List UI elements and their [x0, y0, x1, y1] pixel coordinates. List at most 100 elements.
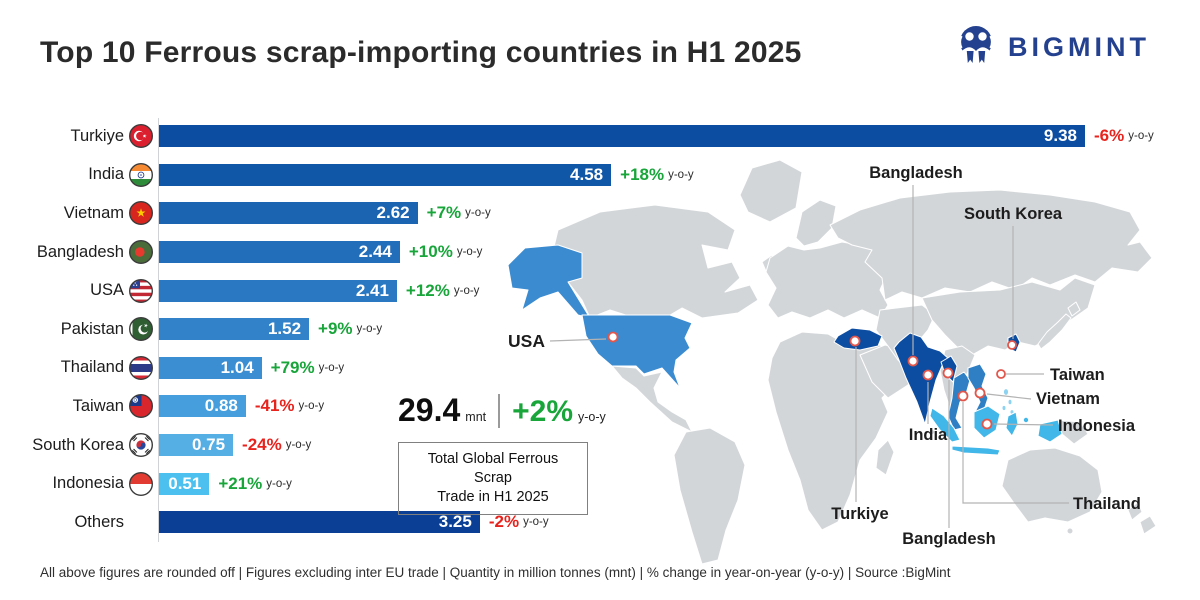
marker-bangladesh	[942, 367, 954, 379]
total-stats: 29.4 mnt +2% y-o-y Total Global Ferrous …	[398, 392, 606, 515]
bar-usa: 2.41	[159, 279, 397, 302]
flag-turkiye-icon	[129, 124, 153, 149]
yoy-suffix: y-o-y	[668, 168, 694, 181]
bar-value: 0.75	[191, 435, 226, 455]
bar-value: 2.62	[376, 203, 410, 223]
country-label: Vietnam	[63, 203, 124, 222]
marker-thailand	[957, 390, 969, 402]
flag-usa-icon	[129, 278, 153, 303]
map-leader-lines	[549, 185, 1069, 528]
map-label-south-korea: South Korea	[964, 205, 1063, 223]
bar-row-usa: USA 2.41 +12% y-o-y	[28, 271, 1188, 310]
bar-row-indonesia: Indonesia 0.51 +21% y-o-y	[28, 464, 1188, 503]
map-label-india: India	[909, 426, 948, 444]
country-label: Others	[74, 512, 124, 531]
bar-value: 1.52	[267, 319, 302, 339]
map-label-bangladesh-bottom: Bangladesh	[902, 530, 996, 548]
lead-indonesia	[993, 423, 1054, 426]
map-label-bangladesh-top: Bangladesh	[869, 164, 963, 182]
lead-thailand	[962, 402, 1069, 504]
lead-usa	[549, 338, 607, 342]
country-label: Indonesia	[52, 474, 124, 493]
yoy-change: +79%	[270, 357, 315, 377]
yoy-suffix: y-o-y	[453, 284, 480, 297]
bar-row-taiwan: Taiwan 0.88 -41% y-o-y	[28, 387, 1188, 426]
footnote: All above figures are rounded off | Figu…	[40, 565, 951, 580]
yoy-change: +9%	[318, 319, 353, 339]
map-country-india	[893, 332, 950, 425]
marker-taiwan	[996, 369, 1006, 379]
country-label: Taiwan	[72, 396, 124, 415]
marker-usa	[607, 331, 619, 343]
map-country-indonesia	[929, 405, 1063, 456]
flag-bangladesh-icon	[129, 240, 153, 265]
total-trade-box: Total Global Ferrous Scrap Trade in H1 2…	[398, 442, 588, 515]
yoy-suffix: y-o-y	[456, 246, 483, 259]
bar-value: 1.04	[220, 357, 254, 377]
map-labels: Bangladesh South Korea USA Taiwan Vietna…	[508, 164, 1141, 548]
bar-india: 4.58	[159, 163, 612, 186]
flag-taiwan-icon	[129, 394, 153, 419]
flag-thailand-icon	[129, 355, 153, 380]
total-value: 29.4	[398, 392, 461, 428]
country-label: India	[88, 165, 124, 184]
flag-indonesia-icon	[129, 471, 153, 496]
marker-south-korea	[1007, 340, 1017, 350]
country-label: Turkiye	[70, 126, 124, 145]
bar-value: 9.38	[1043, 126, 1077, 146]
country-label: South Korea	[32, 435, 124, 454]
bar-row-thailand: Thailand 1.04 +79% y-o-y	[28, 349, 1188, 388]
yoy-change: +10%	[408, 242, 453, 262]
bar-row-pakistan: Pakistan 1.52 +9% y-o-y	[28, 310, 1188, 349]
bar-row-south-korea: South Korea 0.75 -24% y-o-y	[28, 426, 1188, 465]
lead-vietnam	[986, 393, 1032, 400]
bar-value: 3.25	[438, 512, 472, 532]
map-label-indonesia: Indonesia	[1058, 417, 1136, 435]
total-trade-box-line2: Trade in H1 2025	[437, 488, 549, 505]
chart-axis-line	[158, 118, 159, 542]
yoy-suffix: y-o-y	[298, 400, 325, 413]
bar-row-india: India 4.58 +18% y-o-y	[28, 156, 1188, 195]
total-yoy-suffix: y-o-y	[578, 410, 606, 424]
total-change: +2%	[512, 395, 574, 428]
yoy-suffix: y-o-y	[318, 361, 345, 374]
total-trade-box-line1: Total Global Ferrous Scrap	[427, 451, 559, 486]
country-label: Bangladesh	[36, 242, 124, 261]
marker-india	[922, 369, 934, 381]
bar-south-korea: 0.75	[159, 434, 234, 457]
yoy-suffix: y-o-y	[285, 439, 312, 452]
yoy-change: +21%	[218, 473, 263, 493]
yoy-change: -41%	[254, 396, 295, 416]
yoy-change: -2%	[488, 512, 520, 532]
marker-indonesia	[981, 418, 993, 430]
bar-row-bangladesh: Bangladesh 2.44 +10% y-o-y	[28, 233, 1188, 272]
bar-bangladesh: 2.44	[159, 241, 400, 264]
flag-placeholder	[129, 510, 153, 534]
bar-others: 3.25	[159, 511, 480, 534]
bar-row-others: Others 3.25 -2% y-o-y	[28, 503, 1188, 542]
yoy-change: +12%	[405, 280, 450, 300]
map-country-philippines	[1001, 388, 1015, 415]
yoy-change: -6%	[1094, 126, 1125, 146]
stats-divider	[498, 393, 501, 428]
marker-pakistan	[907, 355, 919, 367]
bar-chart: Turkiye 9.38 -6% y-o-y India 4.58 +18% y-o-y…	[28, 117, 1188, 542]
yoy-change: -24%	[242, 435, 282, 455]
bigmint-logo-text: BIGMINT	[1008, 31, 1150, 62]
bar-value: 2.44	[358, 242, 392, 262]
flag-vietnam-icon	[129, 201, 153, 226]
flag-pakistan-icon	[129, 317, 153, 342]
world-map: Bangladesh South Korea USA Taiwan Vietna…	[507, 159, 1157, 565]
map-label-taiwan: Taiwan	[1050, 366, 1105, 384]
yoy-suffix: y-o-y	[356, 323, 383, 336]
yoy-change: +7%	[426, 203, 462, 223]
map-label-vietnam: Vietnam	[1036, 390, 1100, 408]
yoy-suffix: y-o-y	[266, 477, 292, 490]
map-label-thailand: Thailand	[1073, 495, 1141, 513]
page-title: Top 10 Ferrous scrap-importing countries…	[40, 36, 802, 69]
bar-indonesia: 0.51	[159, 472, 210, 495]
marker-turkiye	[849, 335, 861, 347]
bar-value: 4.58	[570, 164, 604, 184]
flag-south-korea-icon	[129, 433, 153, 458]
bar-turkiye: 9.38	[159, 125, 1085, 148]
